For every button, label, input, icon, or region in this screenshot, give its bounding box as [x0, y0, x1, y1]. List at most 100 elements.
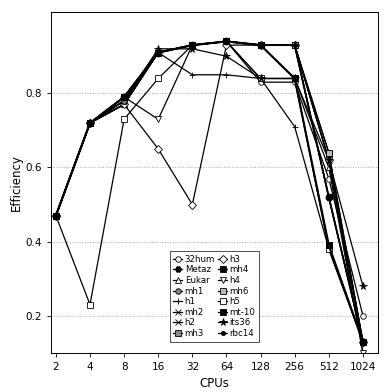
h5 — [156, 76, 161, 81]
mt-10 — [258, 43, 263, 47]
mh6 — [122, 95, 126, 100]
rbc14 — [361, 339, 365, 344]
mh1 — [156, 50, 161, 55]
Metaz — [190, 43, 195, 47]
h4 — [326, 158, 331, 162]
Metaz — [156, 50, 161, 55]
32hum — [88, 121, 92, 125]
mh3 — [361, 339, 365, 344]
Metaz — [88, 121, 92, 125]
mh2 — [156, 50, 161, 55]
32hum — [292, 80, 297, 85]
X-axis label: CPUs: CPUs — [200, 377, 229, 390]
mt-10 — [88, 121, 92, 125]
h3 — [224, 43, 229, 47]
Y-axis label: Efficiency: Efficiency — [9, 154, 22, 211]
h4 — [88, 121, 92, 125]
h1 — [88, 121, 92, 125]
mh1 — [292, 43, 297, 47]
Eukar — [122, 102, 126, 107]
32hum — [361, 313, 365, 318]
rbc14 — [53, 213, 58, 218]
mh2 — [258, 43, 263, 47]
Metaz — [326, 195, 331, 200]
mh6 — [292, 43, 297, 47]
h2 — [258, 43, 263, 47]
Metaz — [53, 213, 58, 218]
rbc14 — [156, 50, 161, 55]
mh1 — [326, 195, 331, 200]
mh4 — [258, 43, 263, 47]
Line: h3: h3 — [53, 42, 366, 345]
its36 — [88, 121, 92, 125]
h2 — [53, 213, 58, 218]
h3 — [156, 147, 161, 151]
mh4 — [224, 39, 229, 44]
Line: Eukar: Eukar — [53, 39, 366, 356]
Eukar — [258, 76, 263, 81]
Eukar — [53, 213, 58, 218]
Line: h4: h4 — [53, 39, 366, 356]
mh6 — [258, 43, 263, 47]
mh2 — [190, 43, 195, 47]
mt-10 — [361, 339, 365, 344]
32hum — [190, 43, 195, 47]
mh3 — [53, 213, 58, 218]
h5 — [53, 213, 58, 218]
mh4 — [190, 43, 195, 47]
mh4 — [156, 50, 161, 55]
mh6 — [156, 50, 161, 55]
mh3 — [224, 39, 229, 44]
Line: h2: h2 — [53, 39, 366, 345]
mh2 — [224, 39, 229, 44]
mh4 — [326, 243, 331, 248]
mh6 — [326, 150, 331, 155]
mt-10 — [122, 95, 126, 100]
h3 — [292, 43, 297, 47]
mh1 — [122, 98, 126, 103]
h2 — [292, 43, 297, 47]
mh1 — [224, 39, 229, 44]
its36 — [258, 76, 263, 81]
its36 — [292, 76, 297, 81]
mh1 — [361, 339, 365, 344]
Line: mh4: mh4 — [53, 38, 366, 345]
Line: mt-10: mt-10 — [52, 38, 366, 345]
Legend: 32hum, Metaz, Eukar, mh1, h1, mh2, h2, mh3, h3, mh4, h4, mh6, h5, mt-10, its36, : 32hum, Metaz, Eukar, mh1, h1, mh2, h2, m… — [170, 251, 259, 342]
mh1 — [53, 213, 58, 218]
mh4 — [361, 339, 365, 344]
h3 — [361, 339, 365, 344]
its36 — [224, 54, 229, 58]
mh6 — [88, 121, 92, 125]
mh3 — [122, 95, 126, 100]
mh3 — [258, 43, 263, 47]
its36 — [326, 158, 331, 162]
mt-10 — [156, 50, 161, 55]
h2 — [88, 121, 92, 125]
h1 — [326, 247, 331, 251]
its36 — [190, 47, 195, 51]
h5 — [292, 76, 297, 81]
mh4 — [122, 95, 126, 100]
mh3 — [326, 150, 331, 155]
h1 — [292, 124, 297, 129]
Line: h5: h5 — [53, 39, 366, 345]
Eukar — [156, 50, 161, 55]
h1 — [361, 339, 365, 344]
rbc14 — [88, 121, 92, 125]
h5 — [190, 43, 195, 47]
h2 — [122, 102, 126, 107]
h5 — [224, 39, 229, 44]
Line: mh6: mh6 — [53, 38, 366, 345]
h4 — [292, 43, 297, 47]
rbc14 — [224, 39, 229, 44]
32hum — [326, 176, 331, 181]
h2 — [224, 39, 229, 44]
32hum — [258, 80, 263, 85]
h4 — [53, 213, 58, 218]
its36 — [53, 213, 58, 218]
h2 — [156, 50, 161, 55]
its36 — [122, 98, 126, 103]
mh6 — [53, 213, 58, 218]
rbc14 — [190, 43, 195, 47]
